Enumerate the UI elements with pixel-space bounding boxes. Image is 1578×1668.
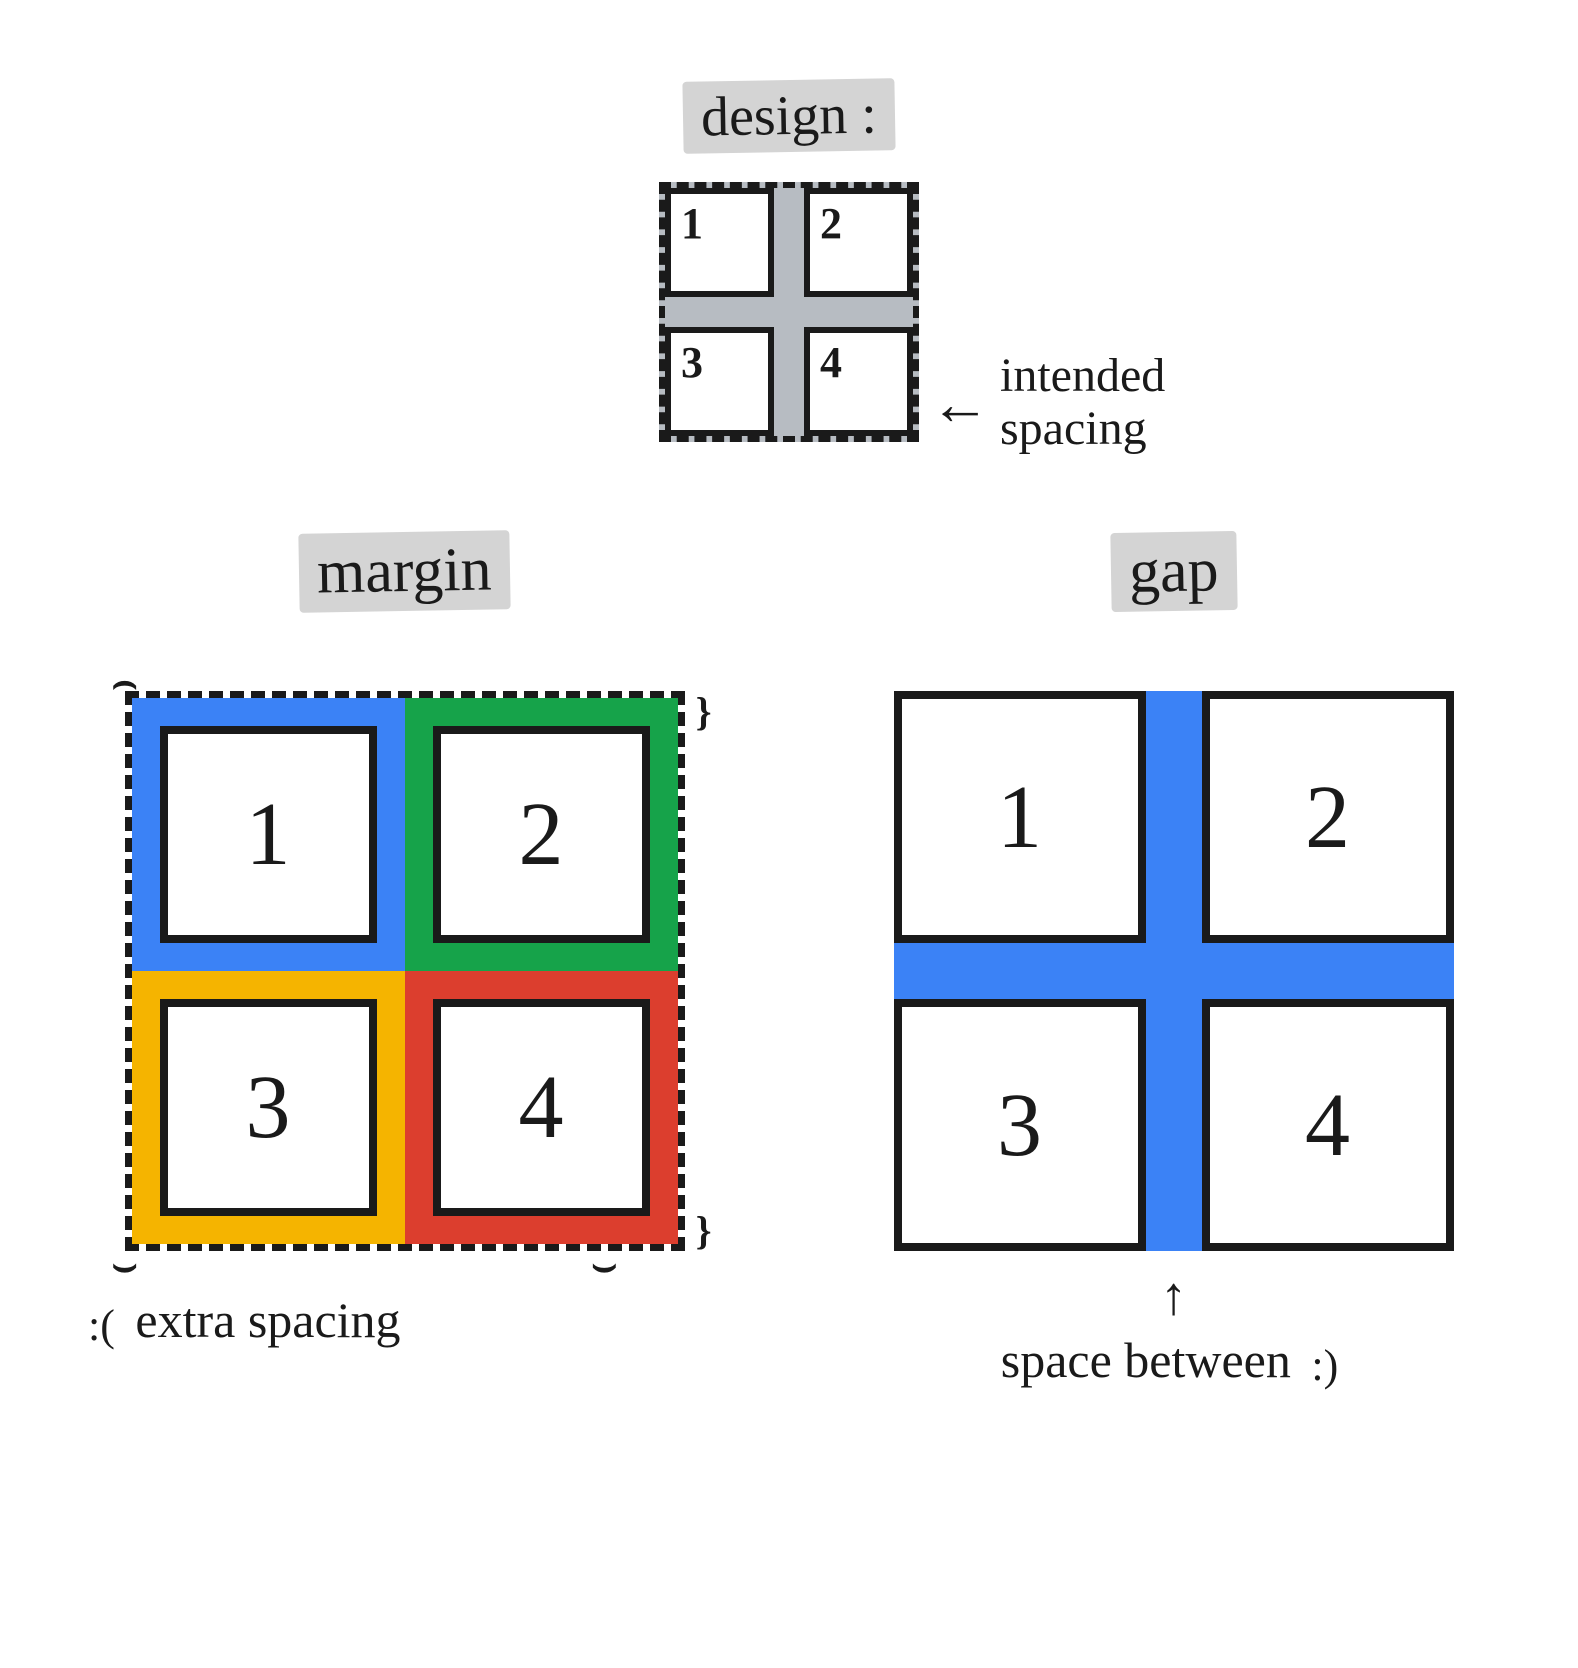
margin-section: margin 1 2 3 4 ⌢ } } ⌣ ⌣ :( extra spacin… [60,532,749,1391]
brace-icon: ⌢ [112,658,138,705]
design-cell-2: 2 [804,188,913,297]
design-annotation: intended spacing [1000,350,1165,456]
brace-icon: ⌣ [112,1241,138,1288]
design-cell-4: 4 [804,327,913,436]
design-section: design : 1 2 3 4 ← intended spacing [60,80,1518,442]
margin-cell-1: 1 [160,726,377,943]
gap-cell-2: 2 [1202,691,1454,943]
comparison-columns: margin 1 2 3 4 ⌢ } } ⌣ ⌣ :( extra spacin… [60,532,1518,1391]
margin-grid: 1 2 3 4 ⌢ } } ⌣ ⌣ [125,691,685,1251]
margin-caption: :( extra spacing [60,1291,749,1351]
design-cell-3: 3 [665,327,774,436]
margin-cell-4: 4 [433,999,650,1216]
margin-cell-3: 3 [160,999,377,1216]
frown-icon: :( [88,1300,115,1351]
brace-icon: ⌣ [591,1241,617,1288]
margin-area-1: 1 [132,698,405,971]
gap-section: gap 1 2 3 4 ↑ space between :) [829,532,1518,1391]
design-arrow-icon: ← [930,370,990,439]
brace-icon: } [696,1207,712,1254]
margin-cell-2: 2 [433,726,650,943]
design-label: design : [682,78,895,154]
design-grid: 1 2 3 4 [659,182,919,442]
margin-area-3: 3 [132,971,405,1244]
margin-area-4: 4 [405,971,678,1244]
gap-cell-3: 3 [894,999,1146,1251]
gap-caption-text: space between [1001,1332,1291,1388]
design-cell-1: 1 [665,188,774,297]
gap-grid: 1 2 3 4 [894,691,1454,1251]
gap-label: gap [1110,531,1237,612]
smile-icon: :) [1311,1340,1338,1391]
gap-cell-4: 4 [1202,999,1454,1251]
gap-arrow-icon: ↑ [829,1265,1518,1327]
gap-caption: space between :) [829,1331,1518,1391]
margin-area-2: 2 [405,698,678,971]
gap-cell-1: 1 [894,691,1146,943]
margin-caption-text: extra spacing [135,1292,400,1348]
margin-label: margin [299,530,511,613]
brace-icon: } [696,688,712,735]
